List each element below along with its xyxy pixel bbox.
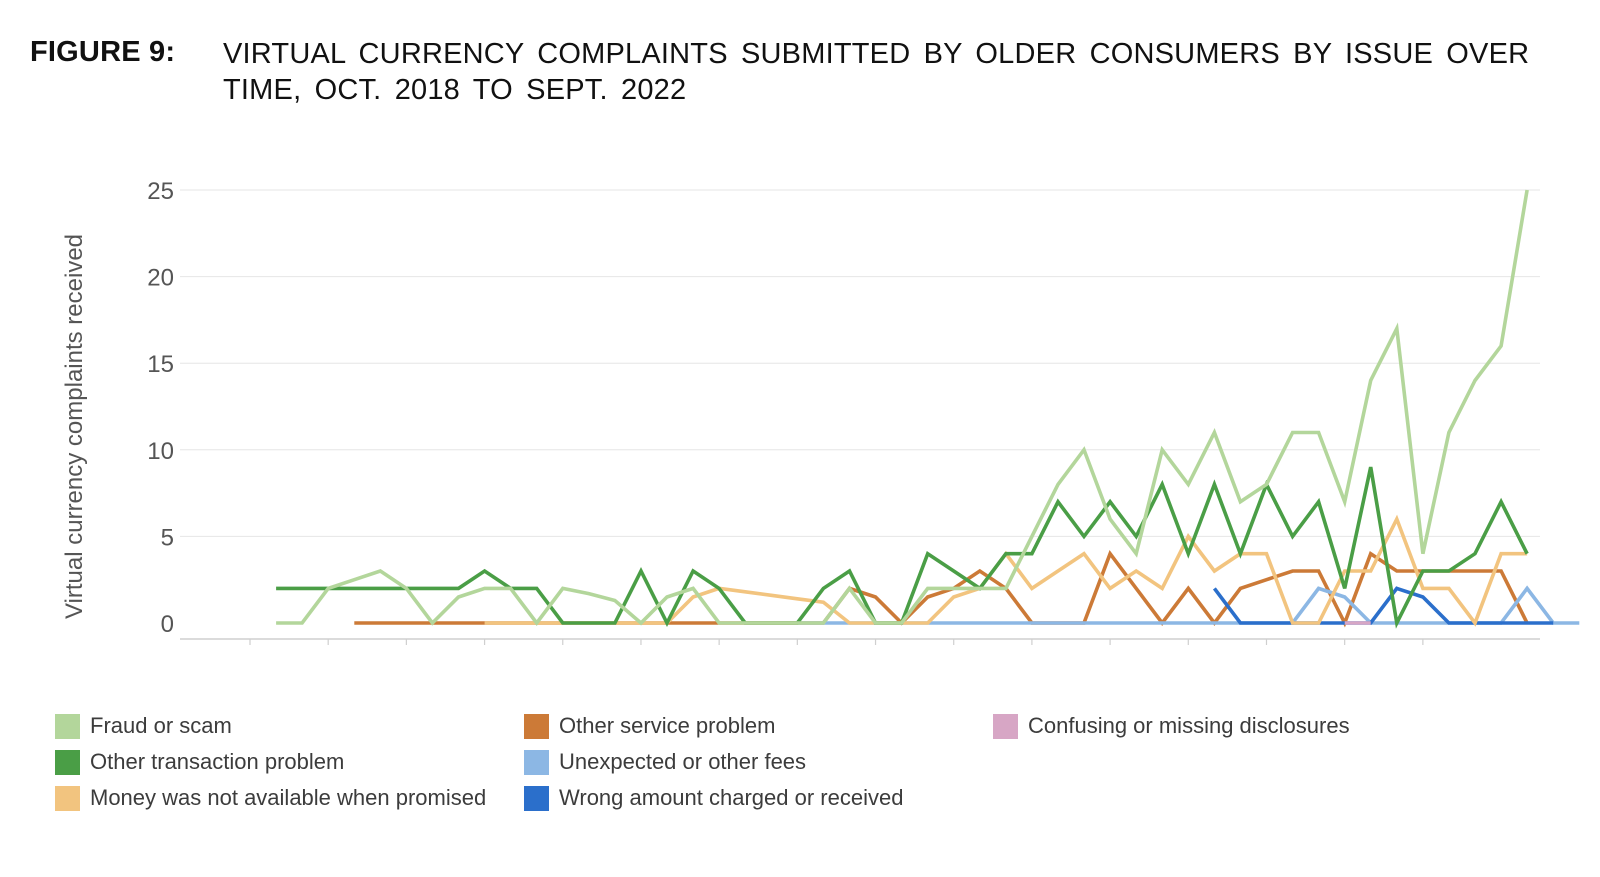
legend-label: Other transaction problem bbox=[90, 749, 345, 774]
legend-label: Fraud or scam bbox=[90, 713, 232, 738]
line-chart: 0510152025Jan 19Jul 19Jan 20Jul 20Jan 21… bbox=[61, 178, 1580, 645]
legend-item-other-service-problem[interactable]: Other service problem bbox=[524, 712, 775, 740]
figure-title: VIRTUAL CURRENCY COMPLAINTS SUBMITTED BY… bbox=[223, 38, 1530, 106]
legend-swatch bbox=[55, 713, 80, 739]
legend-swatch bbox=[55, 785, 80, 811]
legend: Fraud or scam Other transaction problem … bbox=[55, 712, 1555, 832]
legend-label: Unexpected or other fees bbox=[559, 749, 807, 774]
legend-swatch bbox=[993, 713, 1018, 739]
legend-swatch bbox=[524, 713, 549, 739]
series-line-fraud-or-scam bbox=[276, 189, 1529, 626]
legend-item-confusing-or-missing-disclosures[interactable]: Confusing or missing disclosures bbox=[993, 712, 1350, 740]
legend-item-money-not-available[interactable]: Money was not available when promised bbox=[55, 784, 486, 812]
legend-label: Confusing or missing disclosures bbox=[1028, 713, 1350, 738]
legend-label: Other service problem bbox=[559, 713, 776, 738]
legend-item-wrong-amount-charged[interactable]: Wrong amount charged or received bbox=[524, 784, 903, 812]
legend-item-unexpected-or-other-fees[interactable]: Unexpected or other fees bbox=[524, 748, 806, 776]
y-tick-label: 10 bbox=[147, 438, 174, 465]
y-tick-label: 15 bbox=[147, 351, 174, 378]
y-axis-title: Virtual currency complaints received bbox=[61, 234, 88, 619]
legend-swatch bbox=[55, 749, 80, 775]
y-tick-label: 25 bbox=[147, 178, 174, 205]
y-tick-label: 0 bbox=[161, 611, 174, 638]
legend-label: Money was not available when promised bbox=[90, 785, 487, 810]
y-tick-label: 5 bbox=[161, 524, 174, 551]
legend-label: Wrong amount charged or received bbox=[559, 785, 904, 810]
series-line-wrong-amount-charged-or-received bbox=[1212, 586, 1554, 625]
legend-item-other-transaction-problem[interactable]: Other transaction problem bbox=[55, 748, 344, 776]
y-tick-label: 20 bbox=[147, 265, 174, 292]
figure-label: FIGURE 9: bbox=[30, 36, 176, 68]
legend-swatch bbox=[524, 785, 549, 811]
legend-item-fraud-or-scam[interactable]: Fraud or scam bbox=[55, 712, 232, 740]
legend-swatch bbox=[524, 749, 549, 775]
